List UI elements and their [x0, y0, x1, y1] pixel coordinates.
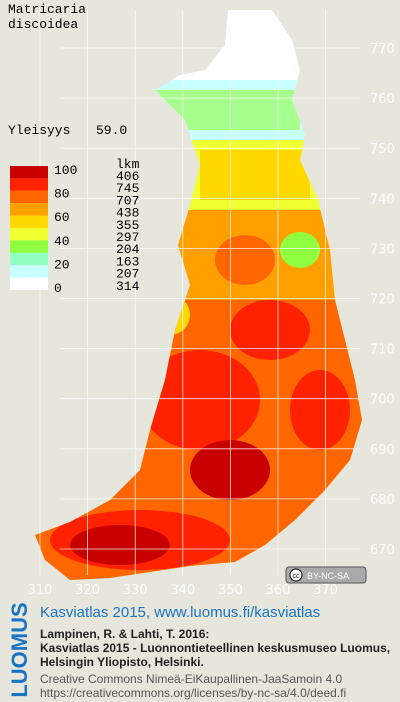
- north-label: 720: [370, 293, 395, 308]
- east-label: 310: [28, 583, 53, 598]
- legend-scale-label: 40: [54, 234, 70, 249]
- legend-swatch: [10, 228, 48, 241]
- citation: Kasviatlas 2015 - Luonnontieteellinen ke…: [40, 641, 390, 655]
- north-label: 690: [370, 443, 395, 458]
- east-label: 360: [266, 583, 291, 598]
- legend-scale-label: 0: [54, 281, 62, 296]
- frequency-value: 59.0: [96, 123, 127, 138]
- legend-count: 207: [116, 267, 139, 282]
- north-label: 750: [370, 142, 395, 157]
- east-label: 320: [75, 583, 100, 598]
- legend-scale-label: 80: [54, 187, 70, 202]
- count-header: lkm: [116, 157, 140, 172]
- north-label: 670: [370, 543, 395, 558]
- legend-swatch: [10, 178, 48, 191]
- logo: LUOMUS: [7, 602, 32, 697]
- north-label: 770: [370, 42, 395, 57]
- legend-swatch: [10, 252, 48, 266]
- legend-count: 297: [116, 230, 139, 245]
- legend-swatch: [10, 190, 48, 204]
- legend-swatch: [10, 203, 48, 216]
- legend-count: 204: [116, 242, 140, 257]
- legend-count: 406: [116, 169, 139, 184]
- cc-badge: cc BY-NC-SA: [285, 566, 367, 584]
- species-name: Matricaria: [8, 2, 86, 17]
- citation: Helsingin Yliopisto, Helsinki.: [40, 655, 204, 669]
- east-label: 370: [313, 583, 338, 598]
- species-name: discoidea: [8, 17, 78, 32]
- footer-link[interactable]: Kasviatlas 2015, www.luomus.fi/kasviatla…: [40, 604, 320, 621]
- legend-scale-label: 100: [54, 163, 77, 178]
- east-label: 350: [218, 583, 243, 598]
- legend-count: 438: [116, 206, 139, 221]
- grid: [39, 10, 360, 575]
- north-label: 740: [370, 192, 395, 207]
- legend-count: 163: [116, 254, 139, 269]
- license: Creative Commons Nimeä-EiKaupallinen-Jaa…: [40, 672, 342, 686]
- legend-swatch: [10, 277, 48, 290]
- north-label: 700: [370, 393, 395, 408]
- legend-count: 745: [116, 181, 139, 196]
- license: https://creativecommons.org/licenses/by-…: [40, 686, 346, 700]
- north-label: 710: [370, 343, 395, 358]
- legend-scale-label: 60: [54, 210, 70, 225]
- north-label: 760: [370, 92, 395, 107]
- legend-scale-label: 20: [54, 257, 70, 272]
- citation: Lampinen, R. & Lahti, T. 2016:: [40, 627, 209, 641]
- north-label: 730: [370, 242, 395, 257]
- frequency-label: Yleisyys: [8, 123, 70, 138]
- legend-count: 314: [116, 279, 140, 294]
- legend-swatch: [10, 265, 48, 278]
- legend-swatch: [10, 166, 48, 179]
- east-label: 340: [170, 583, 195, 598]
- legend-swatch: [10, 240, 48, 253]
- legend-swatch: [10, 215, 48, 228]
- north-label: 680: [370, 493, 395, 508]
- east-label: 330: [123, 583, 148, 598]
- svg-text:cc: cc: [293, 573, 301, 580]
- badge-text: BY-NC-SA: [307, 571, 349, 581]
- legend-count: 707: [116, 193, 139, 208]
- legend-count: 355: [116, 218, 139, 233]
